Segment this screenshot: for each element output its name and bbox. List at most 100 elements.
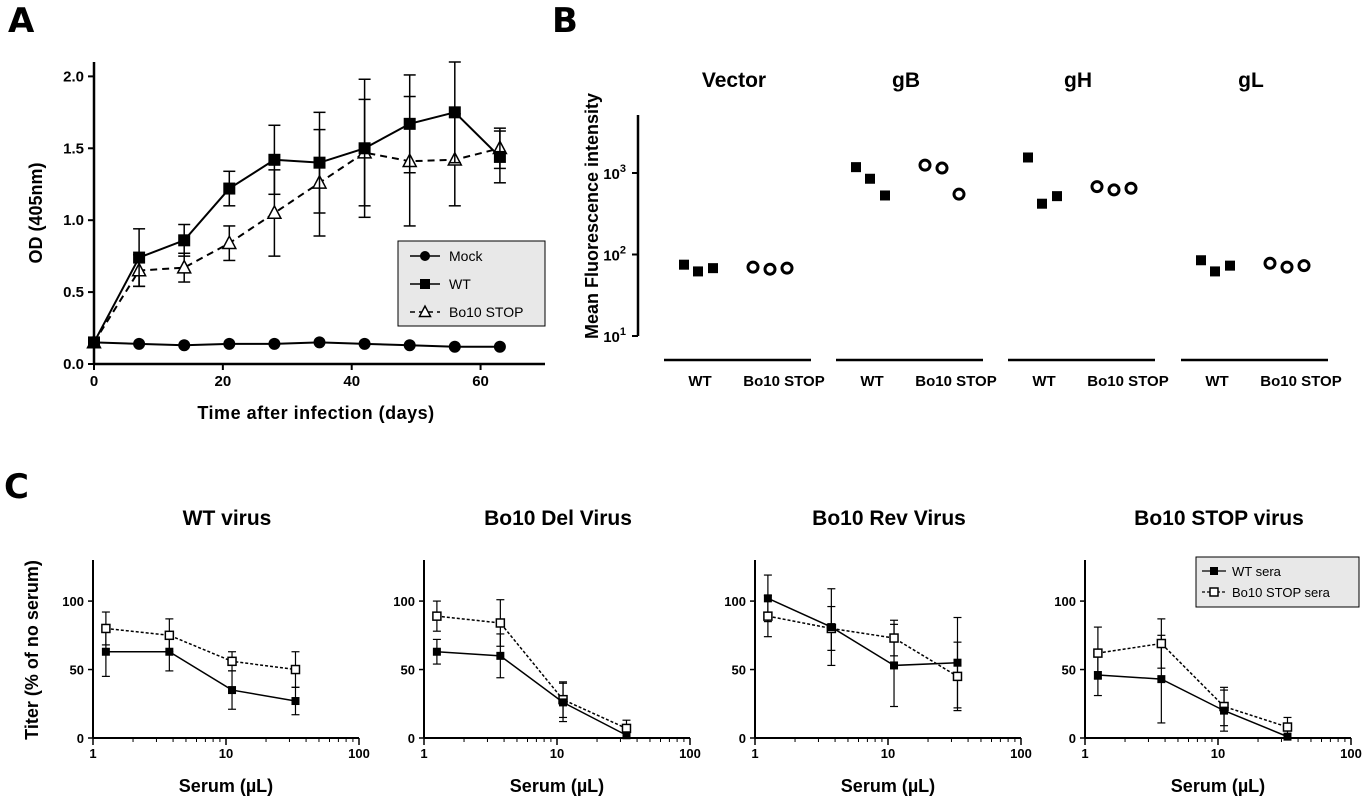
series-mock [88, 336, 506, 353]
panel-c-y-axis-title: Titer (% of no serum) [22, 560, 42, 740]
data-point [164, 630, 175, 641]
series-wt-sera [432, 633, 631, 739]
data-point-bo10-stop [935, 161, 949, 175]
data-point [403, 339, 416, 352]
data-point [223, 182, 236, 195]
x-tick-label: 10 [219, 746, 233, 761]
x-tick-label: 40 [343, 373, 360, 390]
x-tick-label: 0 [90, 373, 98, 390]
panel-letter-b: B [552, 1, 578, 41]
y-tick-label: 1.0 [63, 212, 84, 229]
x-axis-title: Serum (µL) [1171, 776, 1265, 796]
x-tick-label: 100 [679, 746, 701, 761]
series-wt-sera [101, 626, 300, 716]
x-tick-label: 10 [1211, 746, 1225, 761]
series-wt-sera [1093, 634, 1292, 739]
legend-marker [420, 251, 430, 261]
data-point [763, 611, 773, 621]
series-wt-sera [763, 574, 962, 709]
data-point [890, 661, 899, 670]
legend-marker [1210, 567, 1218, 575]
category-label: WT [1205, 373, 1228, 390]
data-point [88, 336, 100, 349]
y-tick-label: 50 [1062, 663, 1076, 678]
data-point [1093, 671, 1102, 680]
data-point [223, 337, 236, 350]
y-tick-label: 50 [70, 663, 84, 678]
data-point [101, 623, 111, 634]
series-line [93, 341, 500, 348]
data-point-wt [708, 263, 718, 274]
data-point [133, 337, 146, 350]
data-point [493, 340, 506, 353]
series-bo10-stop-sera [763, 594, 962, 712]
subplot-title: Bo10 Rev Virus [812, 507, 966, 530]
data-point [495, 618, 506, 628]
series-line [93, 111, 501, 343]
data-point [1282, 722, 1293, 732]
data-point [493, 150, 506, 163]
data-point-bo10-stop [1107, 183, 1121, 197]
data-point [1283, 732, 1292, 741]
panel-letter-c: C [4, 467, 29, 507]
x-tick-label: 1 [420, 746, 427, 761]
y-tick-label: 2.0 [63, 68, 84, 85]
category-label: WT [688, 373, 711, 390]
category-label: Bo10 STOP [915, 373, 996, 390]
data-point [178, 234, 191, 247]
group-title: gH [1064, 69, 1092, 92]
x-tick-label: 100 [348, 746, 370, 761]
series-line [436, 615, 627, 730]
group-gh: gH WT Bo10 STOP [1008, 69, 1169, 390]
data-point-wt [851, 162, 861, 173]
series-line [767, 615, 958, 678]
y-tick-label: 0.5 [63, 284, 84, 301]
data-point [290, 664, 301, 675]
series-bo10-stop-sera [432, 599, 631, 738]
data-point-wt [679, 259, 689, 270]
y-tick-label: 100 [62, 594, 84, 609]
group-title: Vector [702, 69, 766, 92]
series-line [105, 627, 296, 671]
y-tick-label: 100 [724, 594, 746, 609]
y-tick-label: 0 [77, 731, 84, 746]
category-label: WT [1032, 373, 1055, 390]
data-point [559, 698, 568, 707]
panel-c-legend: WT sera Bo10 STOP sera [1195, 556, 1360, 608]
subplot-bo10-stop-virus: Bo10 STOP virus 0 50 100 1 10 100 Serum (µL) [1054, 507, 1362, 796]
y-tick-label: 101 [603, 326, 626, 346]
legend-label: Mock [449, 248, 483, 264]
y-tick-label: 103 [603, 163, 626, 183]
y-tick-label: 0 [739, 731, 746, 746]
legend: Mock WT Bo10 STOP [397, 240, 546, 327]
series-line [1097, 642, 1288, 728]
category-label: Bo10 STOP [1087, 373, 1168, 390]
data-point [1220, 706, 1229, 715]
data-point-bo10-stop [1297, 259, 1311, 273]
data-point [358, 337, 371, 350]
data-point [178, 339, 191, 352]
group-vector: Vector WT Bo10 STOP [664, 69, 825, 390]
panel-a-chart: 0.0 0.5 1.0 1.5 2.0 0 20 40 60 Time after infecti… [26, 61, 546, 423]
group-title: gB [892, 69, 920, 92]
series-bo10-stop-sera [1093, 618, 1292, 738]
x-tick-label: 10 [881, 746, 895, 761]
legend-marker [1209, 587, 1219, 597]
x-axis-title: Serum (µL) [179, 776, 273, 796]
y-axis-title: Mean Fluorescence intensity [582, 93, 602, 339]
data-point [176, 259, 192, 274]
data-point-wt [880, 190, 890, 201]
legend-label: Bo10 STOP [449, 304, 523, 320]
data-point-bo10-stop [918, 158, 932, 172]
legend-label: WT sera [1232, 564, 1282, 579]
data-point [1156, 638, 1167, 649]
data-point-wt [1225, 260, 1235, 271]
series-line [436, 650, 627, 736]
x-axis-title: Serum (µL) [510, 776, 604, 796]
subplot-bo10-del-virus: Bo10 Del Virus 0 50 100 1 10 100 Serum (µL) [393, 507, 701, 796]
data-point-bo10-stop [780, 261, 794, 275]
data-point [1093, 648, 1103, 658]
x-tick-label: 100 [1010, 746, 1032, 761]
data-point [268, 153, 281, 166]
